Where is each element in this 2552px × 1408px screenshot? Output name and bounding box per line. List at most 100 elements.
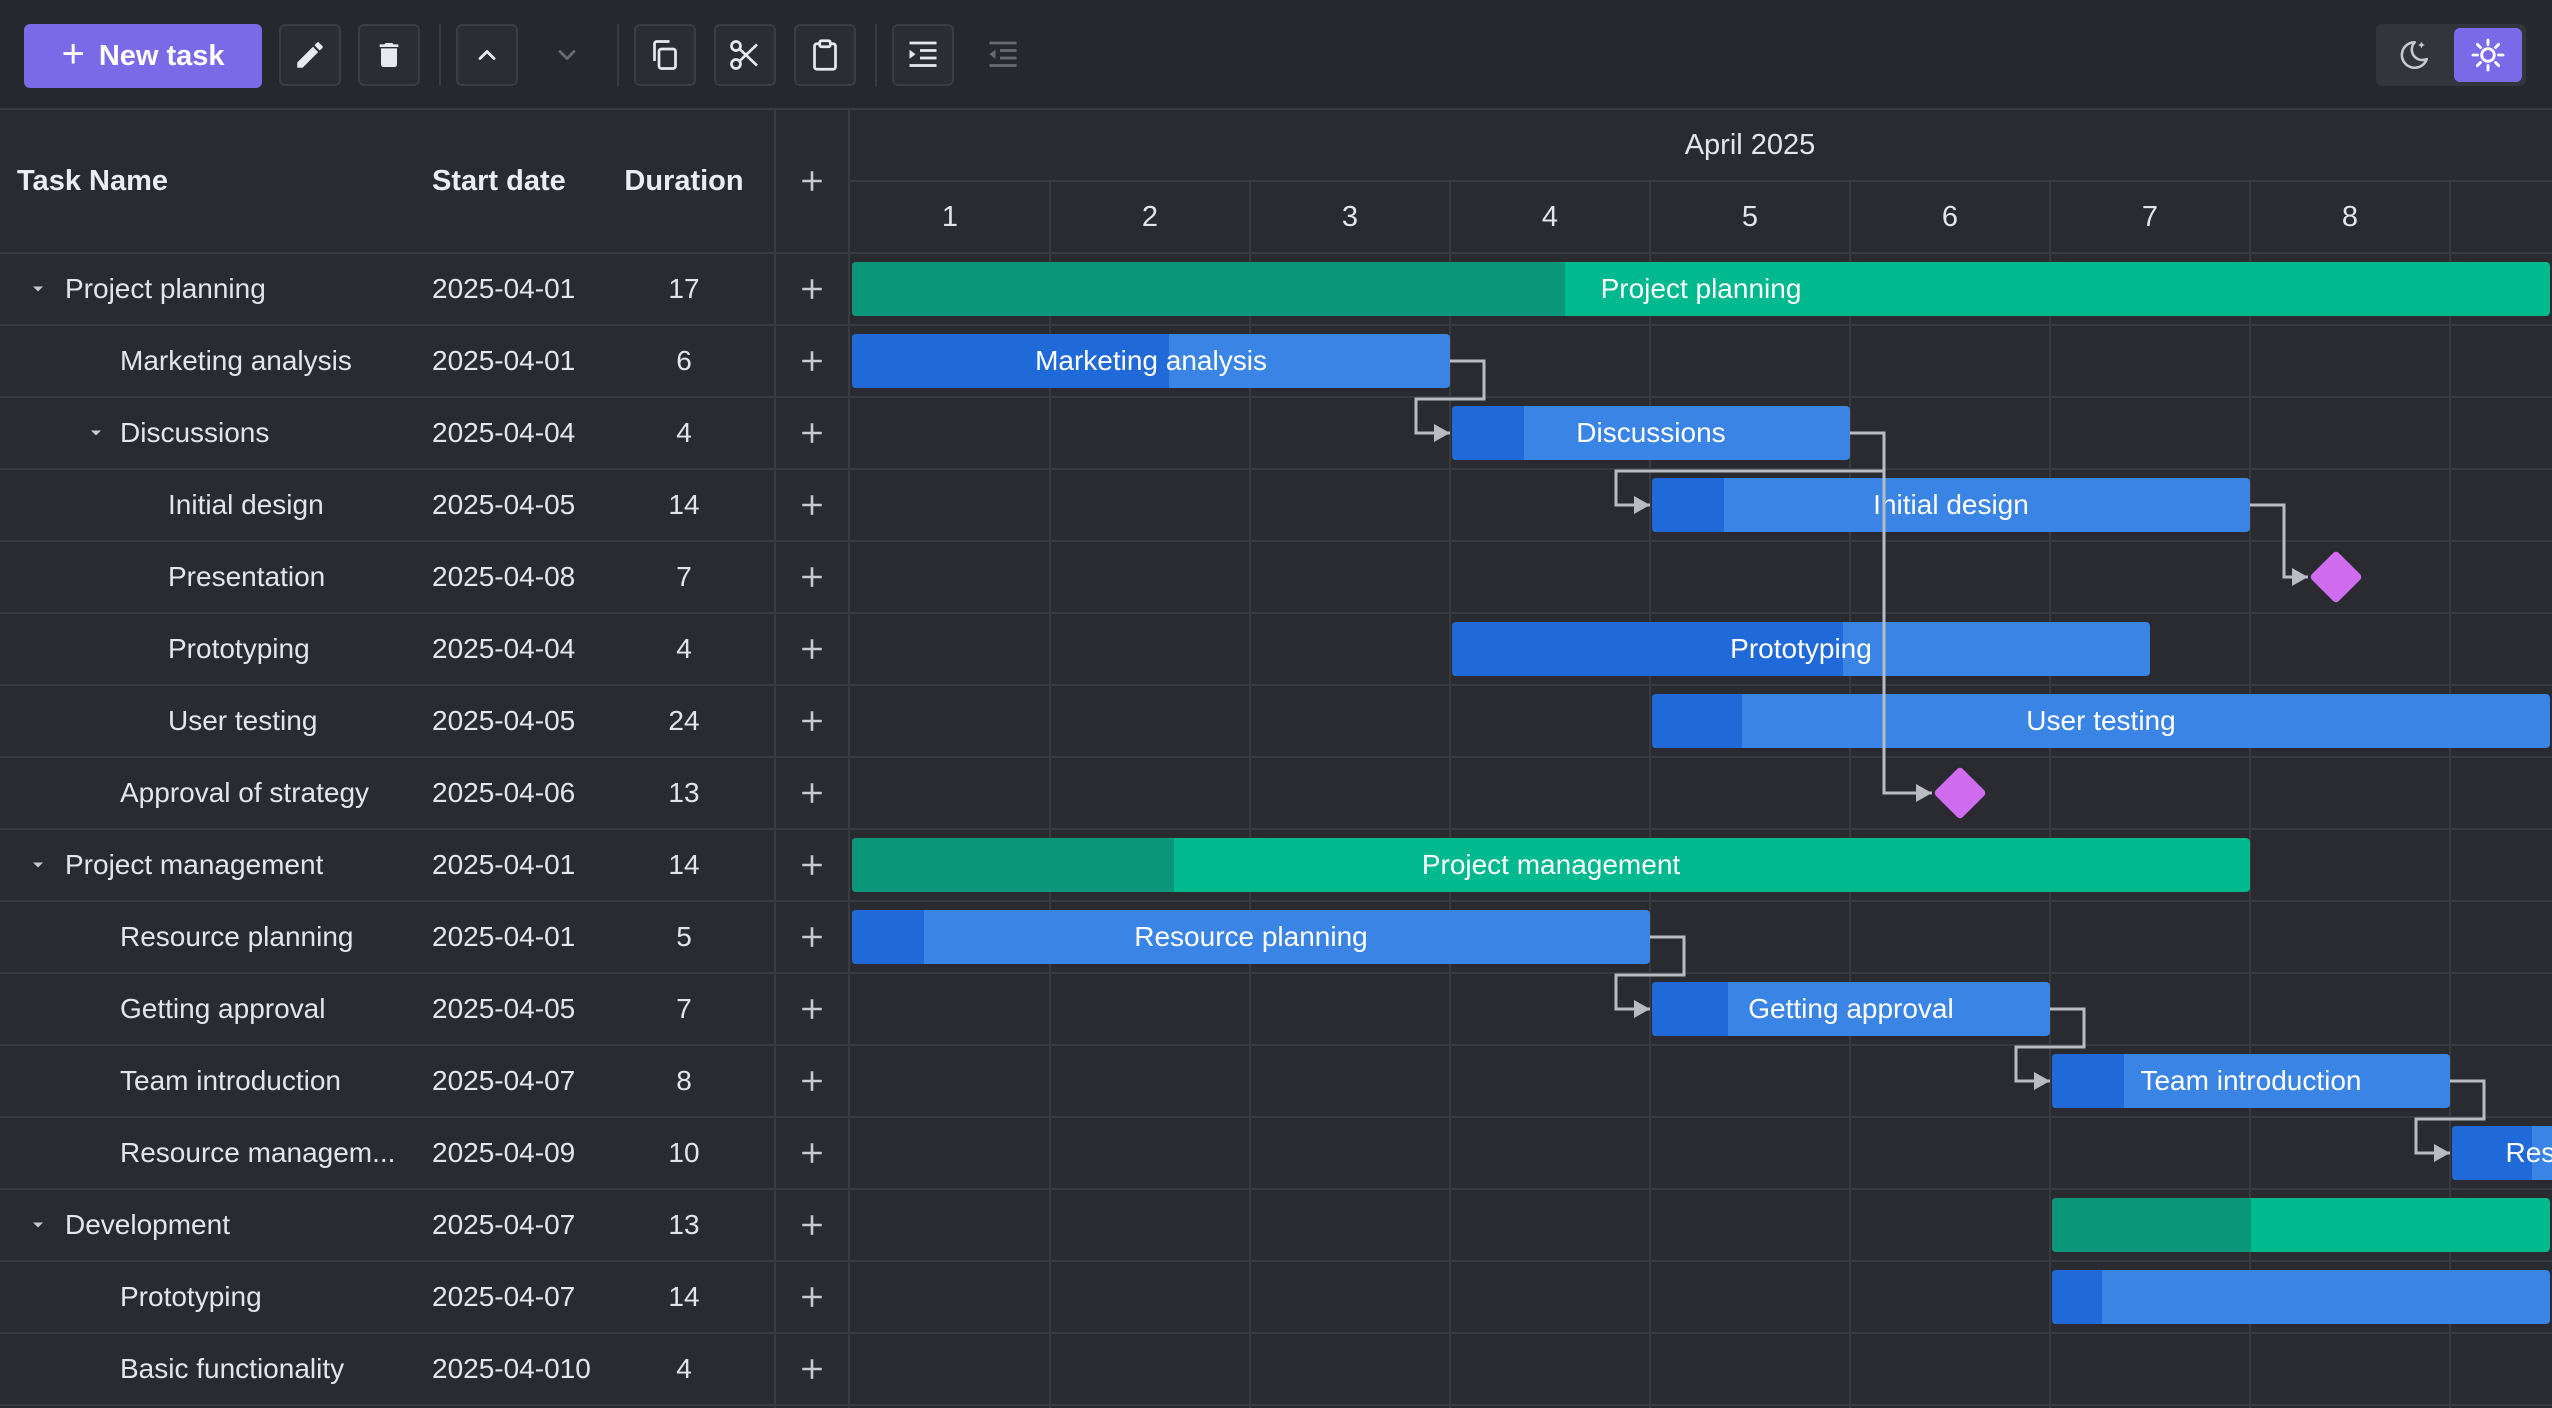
task-bar[interactable]: Team introduction [2052,1054,2450,1108]
start-date-cell[interactable]: 2025-04-05 [432,705,576,736]
task-name-cell[interactable]: Project planning [65,273,266,304]
task-name-cell[interactable]: Marketing analysis [120,345,352,376]
grid-row[interactable]: Team introduction 2025-04-07 8 [0,1046,848,1118]
outdent-button[interactable] [972,24,1034,86]
duration-cell[interactable]: 13 [668,1209,700,1240]
add-subtask-button[interactable] [776,974,848,1044]
task-bar[interactable]: User testing [1652,694,2550,748]
task-bar[interactable] [2052,1270,2550,1324]
grid-row[interactable]: Resource planning 2025-04-01 5 [0,902,848,974]
collapse-caret-icon[interactable] [28,1190,48,1260]
task-name-cell[interactable]: Resource planning [120,921,354,952]
task-name-cell[interactable]: Team introduction [120,1065,342,1096]
start-date-cell[interactable]: 2025-04-05 [432,489,576,520]
task-bar[interactable]: Resource management [2452,1126,2552,1180]
indent-button[interactable] [892,24,954,86]
task-name-cell[interactable]: User testing [168,705,318,736]
grid-row[interactable]: Project management 2025-04-01 14 [0,830,848,902]
task-name-cell[interactable]: Prototyping [120,1281,262,1312]
start-date-cell[interactable]: 2025-04-01 [432,921,576,952]
task-name-cell[interactable]: Approval of strategy [120,777,370,808]
add-subtask-button[interactable] [776,1118,848,1188]
task-bar[interactable]: Marketing analysis [852,334,1450,388]
dark-theme-button[interactable] [2380,28,2448,82]
add-subtask-button[interactable] [776,902,848,972]
task-bar[interactable]: Discussions [1452,406,1850,460]
task-name-cell[interactable]: Discussions [120,417,270,448]
grid-row[interactable]: Resource managem... 2025-04-09 10 [0,1118,848,1190]
duration-cell[interactable]: 8 [676,1065,692,1096]
duration-cell[interactable]: 4 [676,633,692,664]
duration-cell[interactable]: 14 [668,489,700,520]
start-date-cell[interactable]: 2025-04-01 [432,273,576,304]
duration-cell[interactable]: 24 [668,705,700,736]
start-date-cell[interactable]: 2025-04-06 [432,777,576,808]
grid-row[interactable]: Development 2025-04-07 13 [0,1190,848,1262]
column-header-start[interactable]: Start date [432,164,566,197]
add-subtask-button[interactable] [776,686,848,756]
move-down-button[interactable] [536,24,598,86]
grid-row[interactable]: Prototyping 2025-04-07 14 [0,1262,848,1334]
edit-button[interactable] [279,24,341,86]
project-bar[interactable]: Project planning [852,262,2550,316]
grid-row[interactable]: Getting approval 2025-04-05 7 [0,974,848,1046]
delete-button[interactable] [358,24,420,86]
task-name-cell[interactable]: Resource managem... [120,1137,396,1168]
start-date-cell[interactable]: 2025-04-010 [432,1353,591,1384]
start-date-cell[interactable]: 2025-04-01 [432,345,576,376]
project-bar[interactable]: Project management [852,838,2250,892]
duration-cell[interactable]: 6 [676,345,692,376]
duration-cell[interactable]: 13 [668,777,700,808]
grid-row[interactable]: User testing 2025-04-05 24 [0,686,848,758]
add-subtask-button[interactable] [776,254,848,324]
task-bar[interactable]: Prototyping [1452,622,2150,676]
milestone-marker[interactable] [2309,550,2363,604]
collapse-caret-icon[interactable] [86,398,106,468]
add-task-header-button[interactable] [776,110,848,252]
task-name-cell[interactable]: Project management [65,849,324,880]
add-subtask-button[interactable] [776,542,848,612]
grid-row[interactable]: Initial design 2025-04-05 14 [0,470,848,542]
task-name-cell[interactable]: Basic functionality [120,1353,345,1384]
add-subtask-button[interactable] [776,470,848,540]
cut-button[interactable] [714,24,776,86]
add-subtask-button[interactable] [776,1334,848,1404]
duration-cell[interactable]: 7 [676,993,692,1024]
start-date-cell[interactable]: 2025-04-01 [432,849,576,880]
task-name-cell[interactable]: Prototyping [168,633,310,664]
add-subtask-button[interactable] [776,614,848,684]
collapse-caret-icon[interactable] [28,830,48,900]
add-subtask-button[interactable] [776,398,848,468]
grid-row[interactable]: Discussions 2025-04-04 4 [0,398,848,470]
collapse-caret-icon[interactable] [28,254,48,324]
start-date-cell[interactable]: 2025-04-07 [432,1065,576,1096]
copy-button[interactable] [634,24,696,86]
start-date-cell[interactable]: 2025-04-05 [432,993,576,1024]
column-header-duration[interactable]: Duration [624,164,744,197]
duration-cell[interactable]: 14 [668,1281,700,1312]
start-date-cell[interactable]: 2025-04-07 [432,1209,576,1240]
milestone-marker[interactable] [1933,766,1987,820]
task-name-cell[interactable]: Development [65,1209,230,1240]
task-bar[interactable]: Resource planning [852,910,1650,964]
task-name-cell[interactable]: Presentation [168,561,326,592]
grid-row[interactable]: Marketing analysis 2025-04-01 6 [0,326,848,398]
duration-cell[interactable]: 7 [676,561,692,592]
start-date-cell[interactable]: 2025-04-07 [432,1281,576,1312]
light-theme-button[interactable] [2454,28,2522,82]
grid-row[interactable]: Approval of strategy 2025-04-06 13 [0,758,848,830]
grid-row[interactable]: Project planning 2025-04-01 17 [0,254,848,326]
add-subtask-button[interactable] [776,1190,848,1260]
task-name-cell[interactable]: Initial design [168,489,324,520]
add-subtask-button[interactable] [776,830,848,900]
grid-row[interactable]: Presentation 2025-04-08 7 [0,542,848,614]
duration-cell[interactable]: 5 [676,921,692,952]
task-bar[interactable]: Getting approval [1652,982,2050,1036]
add-subtask-button[interactable] [776,1046,848,1116]
start-date-cell[interactable]: 2025-04-04 [432,633,576,664]
paste-button[interactable] [794,24,856,86]
move-up-button[interactable] [456,24,518,86]
start-date-cell[interactable]: 2025-04-08 [432,561,576,592]
column-header-name[interactable]: Task Name [17,164,168,197]
duration-cell[interactable]: 14 [668,849,700,880]
